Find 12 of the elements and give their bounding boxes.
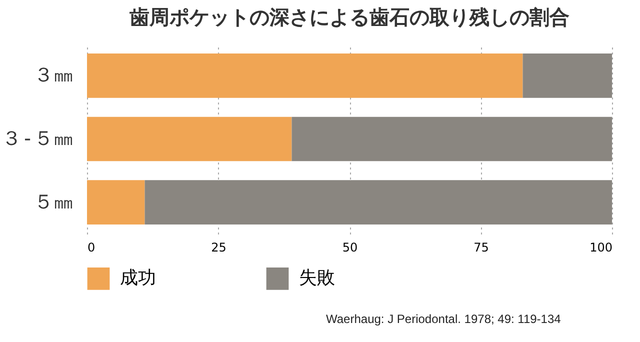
x-tick-label: 75 — [474, 240, 489, 254]
y-tick-label: ５㎜ — [34, 189, 74, 214]
x-tick-label: 50 — [342, 240, 358, 254]
x-tick-label: 100 — [590, 240, 612, 254]
y-tick-label: ３-５㎜ — [1, 126, 74, 150]
legend-label: 成功 — [120, 268, 156, 289]
legend-label: 失敗 — [299, 268, 335, 289]
chart-title: 歯周ポケットの深さによる歯石の取り残しの割合 — [128, 5, 570, 29]
x-tick-label: 25 — [211, 240, 226, 254]
text: Waerhaug: J Periodontal. 1978; 49: 119-134 — [326, 312, 561, 326]
y-tick-label: ３㎜ — [34, 62, 74, 87]
x-tick-label: 0 — [88, 240, 96, 254]
